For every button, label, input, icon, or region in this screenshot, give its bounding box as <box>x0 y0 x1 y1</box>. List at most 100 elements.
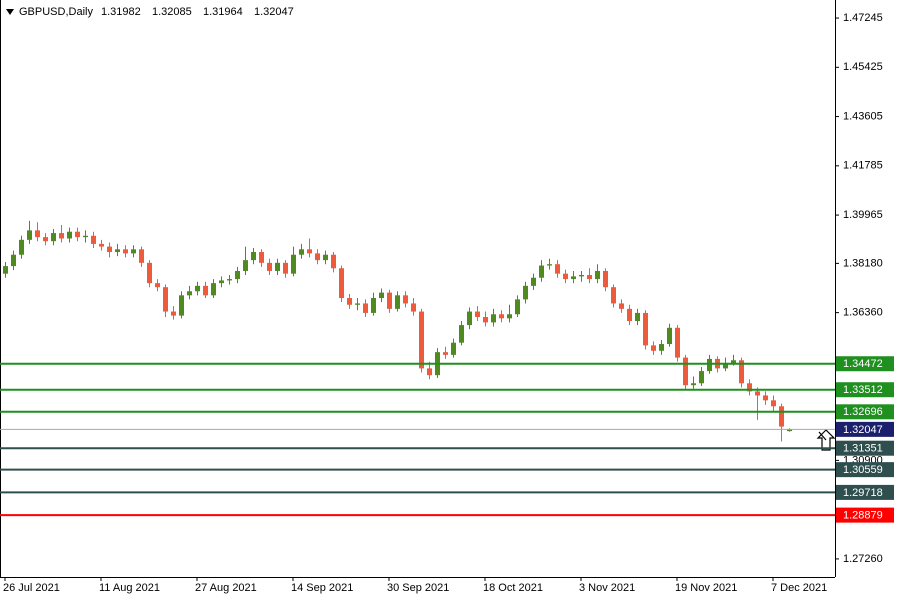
candle-body <box>683 357 688 386</box>
x-tick-label: 14 Sep 2021 <box>291 582 353 594</box>
header-high: 1.32085 <box>152 6 192 18</box>
x-tick-label: 11 Aug 2021 <box>99 582 160 594</box>
candle-body <box>475 311 480 317</box>
candle-body <box>483 316 488 323</box>
candle-body <box>3 266 8 274</box>
candle-body <box>739 360 744 384</box>
candle-body <box>675 327 680 358</box>
header-open: 1.31982 <box>101 6 141 18</box>
candle-body <box>339 268 344 299</box>
candle-body <box>419 311 424 369</box>
y-tick-label: 1.43605 <box>843 110 883 122</box>
candle-body <box>131 249 136 254</box>
candle-body <box>731 360 736 363</box>
candle-body <box>787 429 792 432</box>
candle-body <box>603 270 608 288</box>
candle-body <box>43 237 48 242</box>
x-tick-label: 26 Jul 2021 <box>3 582 60 594</box>
candle-body <box>491 314 496 323</box>
candle-body <box>19 239 24 255</box>
candle-body <box>27 230 32 240</box>
candle-body <box>315 253 320 261</box>
y-tick-label: 1.39965 <box>843 209 883 221</box>
candle-body <box>307 249 312 254</box>
candle-body <box>347 298 352 305</box>
candle-body <box>51 233 56 242</box>
candle-body <box>651 345 656 351</box>
candle-body <box>563 273 568 280</box>
x-tick-label: 27 Aug 2021 <box>195 582 257 594</box>
candle-body <box>643 312 648 346</box>
candle-body <box>387 292 392 309</box>
candle-body <box>779 406 784 427</box>
candle-body <box>363 303 368 313</box>
candle-body <box>443 352 448 355</box>
level-box <box>836 507 894 523</box>
candle-body <box>211 283 216 296</box>
candle-body <box>59 233 64 239</box>
candle-body <box>723 362 728 369</box>
candle-body <box>531 277 536 286</box>
candle-body <box>371 298 376 313</box>
level-box <box>836 484 894 500</box>
candle-body <box>267 262 272 271</box>
level-label: 1.30559 <box>843 464 883 476</box>
candle-body <box>91 235 96 244</box>
level-box <box>836 356 894 372</box>
candle-body <box>235 270 240 280</box>
candle-body <box>323 254 328 261</box>
y-tick-label: 1.27260 <box>843 553 883 565</box>
candle-body <box>219 280 224 284</box>
level-box <box>836 440 894 456</box>
candle-body <box>763 395 768 401</box>
candle-body <box>123 249 128 254</box>
candle-body <box>411 303 416 312</box>
candle-body <box>755 391 760 396</box>
level-label: 1.33512 <box>843 384 883 396</box>
candle-body <box>331 254 336 269</box>
level-label: 1.32696 <box>843 406 883 418</box>
candle-body <box>667 327 672 345</box>
level-label: 1.34472 <box>843 358 883 370</box>
candle-body <box>523 285 528 300</box>
candle-body <box>227 279 232 281</box>
candle-body <box>707 358 712 372</box>
candle-body <box>195 285 200 292</box>
level-label: 1.28879 <box>843 510 883 522</box>
candle-body <box>299 249 304 255</box>
symbol: GBPUSD,Daily <box>19 6 93 18</box>
x-tick-label: 30 Sep 2021 <box>387 582 449 594</box>
x-tick-label: 18 Oct 2021 <box>483 582 543 594</box>
candle-body <box>659 344 664 351</box>
candle-body <box>139 249 144 263</box>
candle-body <box>243 260 248 271</box>
level-box <box>836 382 894 398</box>
candle-body <box>187 291 192 296</box>
candle-body <box>259 252 264 263</box>
y-tick-label: 1.41785 <box>843 160 883 172</box>
candle-body <box>275 262 280 271</box>
candle-body <box>571 276 576 280</box>
candle-body <box>179 295 184 316</box>
candle-body <box>171 311 176 316</box>
candle-body <box>595 270 600 280</box>
candle-body <box>619 303 624 309</box>
candle-body <box>547 264 552 266</box>
candle-body <box>203 285 208 296</box>
candle-body <box>587 275 592 280</box>
candle-body <box>75 231 80 238</box>
candle-body <box>427 368 432 376</box>
current-price-box <box>836 421 894 437</box>
candle-body <box>99 243 104 247</box>
current-price-label: 1.32047 <box>843 424 883 436</box>
candle-body <box>283 262 288 274</box>
candle-body <box>83 235 88 238</box>
candle-body <box>515 299 520 315</box>
candle-body <box>771 400 776 407</box>
candle-body <box>355 303 360 305</box>
candle-body <box>507 314 512 319</box>
candle-body <box>691 383 696 386</box>
candle-body <box>251 252 256 261</box>
candle-body <box>699 371 704 384</box>
